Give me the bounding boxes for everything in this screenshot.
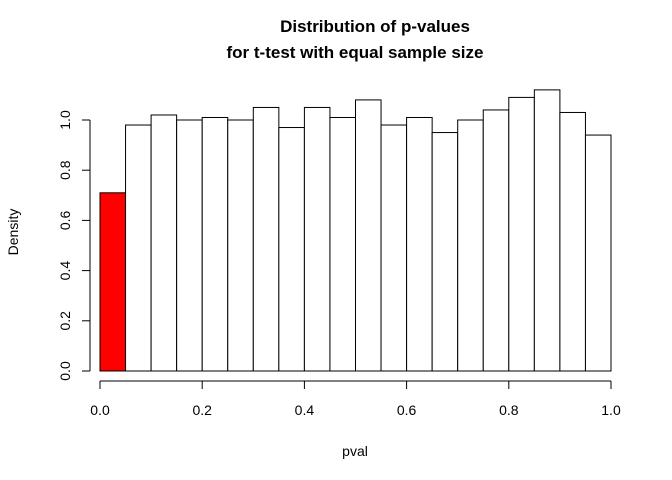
x-tick-label: 0.8 xyxy=(499,402,519,418)
y-tick-label: 0.8 xyxy=(57,160,73,180)
histogram-bar-highlighted xyxy=(99,192,127,372)
y-tick-label: 0.0 xyxy=(57,361,73,381)
y-tick-label: 1.0 xyxy=(57,110,73,130)
chart-subtitle: for t-test with equal sample size xyxy=(227,43,484,62)
histogram-bar xyxy=(150,114,178,372)
bars-layer xyxy=(99,89,612,372)
histogram-bar xyxy=(431,132,459,372)
x-tick-label: 0.6 xyxy=(397,402,417,418)
x-tick-label: 0.4 xyxy=(295,402,315,418)
histogram-bar xyxy=(278,127,305,372)
y-axis-label: Density xyxy=(5,209,21,256)
y-tick-label: 0.6 xyxy=(57,210,73,230)
histogram-bar xyxy=(584,134,612,372)
histogram-bar xyxy=(533,89,561,372)
y-axis: 0.0 0.2 0.4 0.6 0.8 1.0 xyxy=(57,110,91,381)
y-tick-label: 0.4 xyxy=(57,261,73,281)
x-tick-label: 1.0 xyxy=(601,402,621,418)
histogram-bar xyxy=(227,119,254,372)
y-tick-label: 0.2 xyxy=(57,311,73,331)
histogram-bar xyxy=(457,119,484,372)
x-axis-label: pval xyxy=(342,443,368,459)
histogram-bar xyxy=(329,116,357,372)
histogram-bar xyxy=(406,116,433,372)
histogram-bar xyxy=(559,111,586,372)
histogram-bar xyxy=(176,119,203,372)
histogram-bar xyxy=(355,99,382,372)
histogram-bar xyxy=(482,109,510,372)
x-tick-label: 0.0 xyxy=(90,402,110,418)
chart-title: Distribution of p-values xyxy=(280,17,470,36)
x-axis: 0.0 0.2 0.4 0.6 0.8 1.0 xyxy=(90,380,621,418)
histogram-bar xyxy=(125,124,152,372)
histogram-bar xyxy=(303,106,331,372)
histogram-bar xyxy=(508,96,535,372)
histogram-bar xyxy=(252,106,280,372)
x-tick-label: 0.2 xyxy=(192,402,212,418)
histogram-bar xyxy=(380,124,408,372)
histogram-bar xyxy=(201,116,229,372)
